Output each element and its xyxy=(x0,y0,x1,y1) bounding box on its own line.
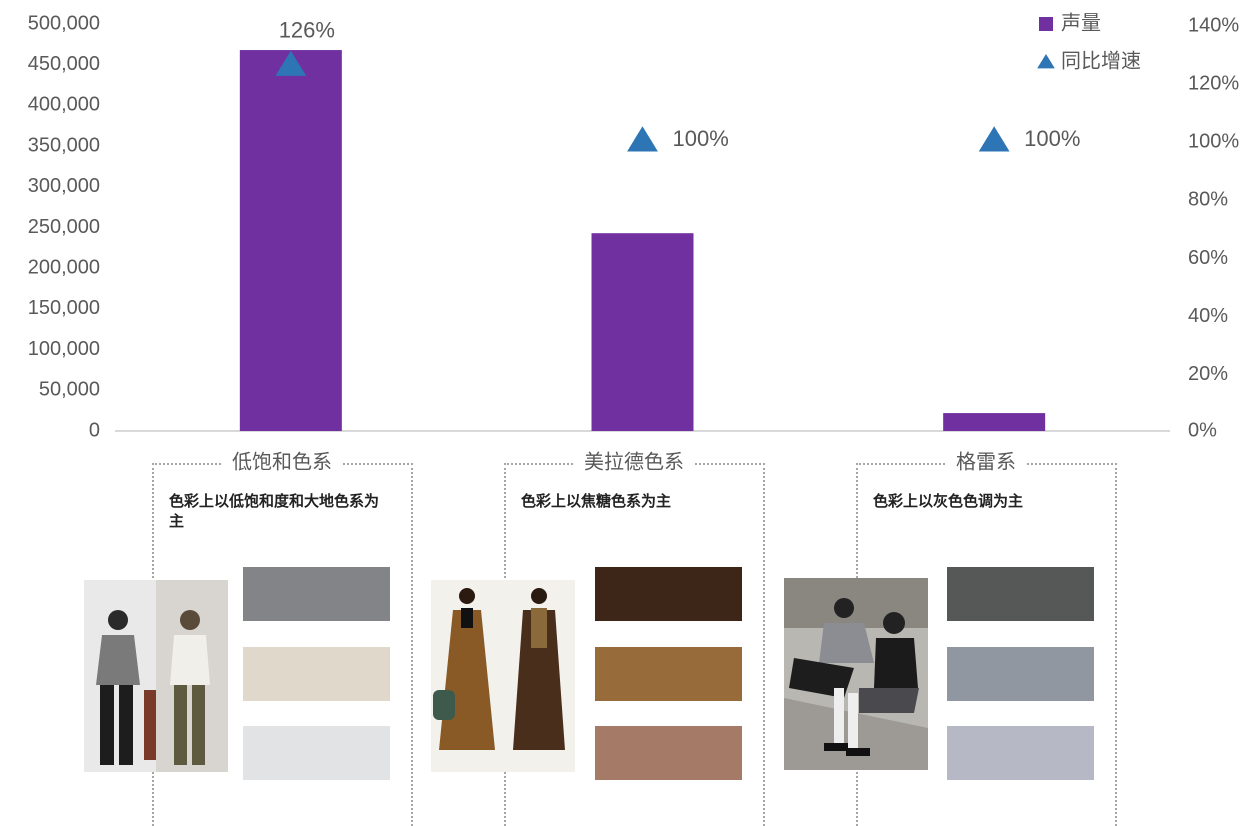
legend-swatch xyxy=(1039,17,1053,31)
color-swatch xyxy=(243,567,390,621)
y-tick-label: 50,000 xyxy=(39,379,100,401)
marker xyxy=(978,126,1010,152)
bar xyxy=(239,50,342,431)
y2-tick-label: 120% xyxy=(1188,72,1239,94)
marker xyxy=(627,126,658,152)
marker xyxy=(275,50,307,76)
color-swatch xyxy=(243,646,390,701)
x-tick-label: 美拉德色系 xyxy=(584,450,684,473)
panel-description: 色彩上以灰色色调为主 xyxy=(873,493,1024,510)
y-tick-label: 150,000 xyxy=(28,297,100,319)
label-bg xyxy=(574,448,694,476)
y-tick-label: 300,000 xyxy=(28,175,100,197)
bar xyxy=(943,413,1046,431)
bar xyxy=(591,233,694,431)
data-label: 100% xyxy=(1024,126,1080,151)
x-tick-label: 格雷系 xyxy=(956,450,1016,473)
y-tick-label: 250,000 xyxy=(28,216,100,238)
y-tick-label: 100,000 xyxy=(28,338,100,360)
y-tick-label: 500,000 xyxy=(28,12,100,34)
y-tick-label: 350,000 xyxy=(28,134,100,156)
y-tick-label: 450,000 xyxy=(28,53,100,75)
label-bg xyxy=(946,448,1026,476)
y2-tick-label: 100% xyxy=(1188,131,1239,153)
y2-tick-label: 140% xyxy=(1188,14,1239,36)
photo xyxy=(431,580,575,772)
panel-description: 色彩上以焦糖色系为主 xyxy=(521,493,672,510)
data-label: 126% xyxy=(279,18,335,43)
panel-description: 色彩上以低饱和度和大地色系为主 xyxy=(169,493,380,530)
legend-swatch xyxy=(1037,54,1055,69)
color-swatch xyxy=(947,646,1094,701)
y2-tick-label: 0% xyxy=(1188,419,1217,441)
photo xyxy=(84,580,228,772)
label-bg xyxy=(222,448,342,476)
y2-tick-label: 80% xyxy=(1188,189,1228,211)
y2-tick-label: 20% xyxy=(1188,363,1228,385)
y-tick-label: 0 xyxy=(89,419,100,441)
photo xyxy=(784,578,928,770)
y-tick-label: 400,000 xyxy=(28,94,100,116)
color-swatch xyxy=(243,726,390,780)
color-swatch xyxy=(947,726,1094,780)
y-tick-label: 200,000 xyxy=(28,256,100,278)
legend-label: 声量 xyxy=(1061,11,1101,34)
color-swatch xyxy=(947,567,1094,621)
color-swatch xyxy=(595,567,742,621)
y2-tick-label: 60% xyxy=(1188,247,1228,269)
color-swatch xyxy=(595,726,742,780)
color-swatch xyxy=(595,646,742,701)
y2-tick-label: 40% xyxy=(1188,305,1228,327)
data-label: 100% xyxy=(673,126,729,151)
legend-label: 同比增速 xyxy=(1061,49,1141,72)
x-tick-label: 低饱和色系 xyxy=(232,450,332,473)
